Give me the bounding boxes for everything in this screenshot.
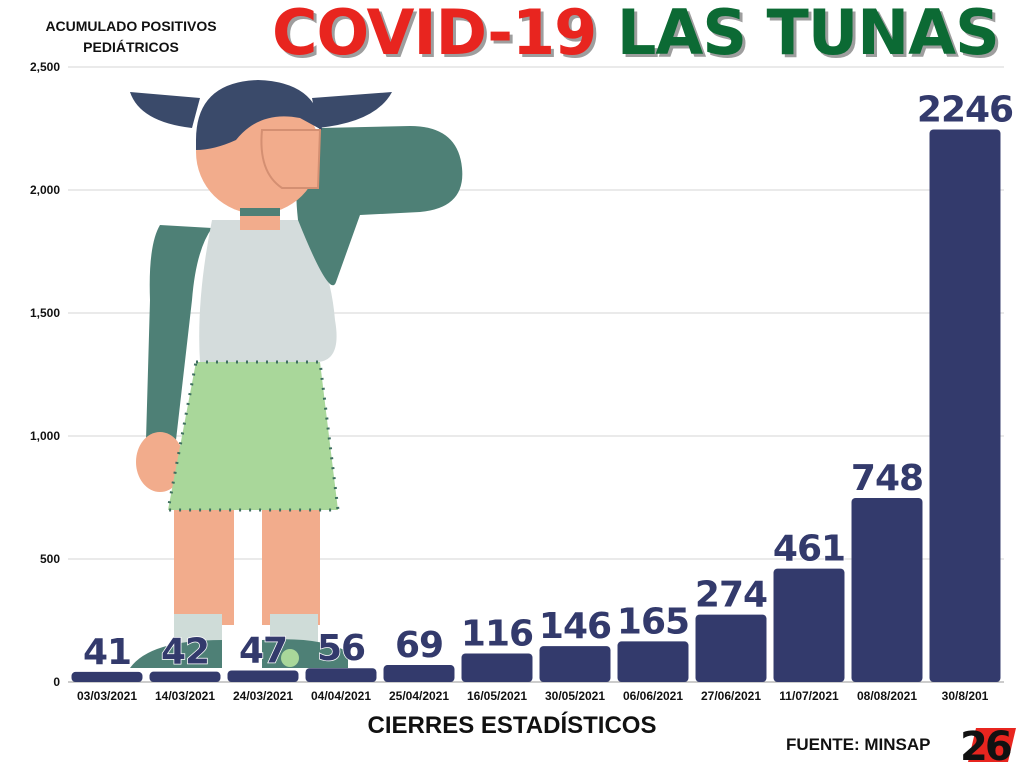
source-text: FUENTE: MINSAP <box>786 735 931 754</box>
y-tick-label: 2,000 <box>30 183 60 197</box>
girl-illustration <box>130 80 463 668</box>
bar <box>383 665 455 682</box>
y-tick-label: 0 <box>53 675 60 689</box>
data-label: 41 <box>83 632 131 673</box>
data-label: 274 <box>695 575 767 616</box>
data-label: 2246 <box>917 89 1013 130</box>
data-label: 42 <box>161 632 209 673</box>
x-tick-label: 16/05/2021 <box>467 689 527 703</box>
x-tick-label: 27/06/2021 <box>701 689 761 703</box>
data-label: 56 <box>317 628 365 669</box>
data-label: 461 <box>773 529 845 570</box>
x-tick-label: 14/03/2021 <box>155 689 215 703</box>
bars <box>71 129 1001 682</box>
bar <box>773 568 845 682</box>
bar <box>461 653 533 682</box>
data-label: 116 <box>461 613 533 654</box>
data-label: 748 <box>851 458 923 499</box>
x-tick-label: 03/03/2021 <box>77 689 137 703</box>
x-tick-label: 04/04/2021 <box>311 689 371 703</box>
bar <box>71 671 143 682</box>
bar <box>695 614 767 682</box>
y-tick-label: 2,500 <box>30 60 60 74</box>
bar <box>305 668 377 682</box>
logo-text: 26 <box>960 724 1011 764</box>
data-label: 165 <box>617 601 689 642</box>
x-tick-label: 24/03/2021 <box>233 689 293 703</box>
y-tick-label: 1,500 <box>30 306 60 320</box>
logo-26: 26 <box>960 724 1016 764</box>
x-tick-label: 11/07/2021 <box>779 689 839 703</box>
bar <box>851 497 923 682</box>
title-part-2: LAS TUNAS <box>616 0 1000 69</box>
x-axis-label: CIERRES ESTADÍSTICOS <box>367 712 657 739</box>
x-tick-label: 25/04/2021 <box>389 689 449 703</box>
x-tick-label: 08/08/2021 <box>857 689 917 703</box>
bar <box>227 670 299 682</box>
bar <box>617 641 689 682</box>
chart-title: COVID-19 LAS TUNAS <box>272 2 1000 64</box>
data-label: 69 <box>395 625 443 666</box>
y-tick-label: 500 <box>40 552 60 566</box>
x-tick-label: 30/8/201 <box>942 689 989 703</box>
data-label: 47 <box>239 630 287 671</box>
bar <box>929 129 1001 682</box>
y-tick-label: 1,000 <box>30 429 60 443</box>
data-label: 146 <box>539 606 611 647</box>
x-axis-ticks: 03/03/2021 14/03/2021 24/03/2021 04/04/2021… <box>77 689 989 703</box>
bar <box>539 646 611 682</box>
title-part-1: COVID-19 <box>272 0 597 69</box>
bar <box>149 671 221 682</box>
y-axis-label: ACUMULADO POSITIVOS PEDIÁTRICOS <box>45 18 217 55</box>
y-axis-ticks: 0 500 1,000 1,500 2,000 2,500 <box>30 60 60 689</box>
x-tick-label: 30/05/2021 <box>545 689 605 703</box>
x-tick-label: 06/06/2021 <box>623 689 683 703</box>
